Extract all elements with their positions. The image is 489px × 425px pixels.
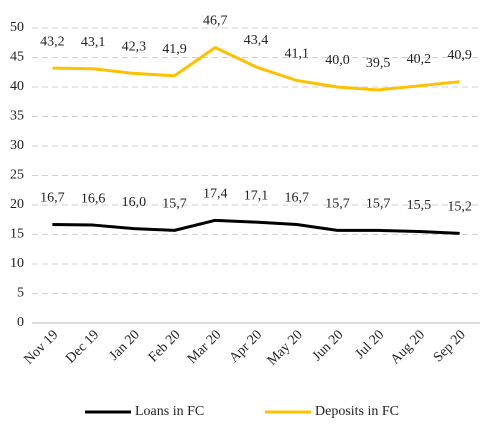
data-label: 43,2 [40,34,65,49]
y-tick-label: 50 [10,20,24,35]
y-tick-label: 25 [10,168,24,183]
legend-label: Deposits in FC [315,404,399,419]
data-label: 43,1 [81,35,106,50]
data-label: 46,7 [203,14,228,29]
y-tick-label: 15 [10,227,24,242]
y-tick-label: 35 [10,109,24,124]
y-tick-label: 40 [10,79,24,94]
data-label: 41,9 [162,42,187,57]
line-series [52,218,460,235]
data-label: 40,0 [325,53,350,68]
data-label: 41,1 [284,47,309,62]
y-tick-label: 10 [10,256,24,271]
data-label: 15,7 [162,197,187,212]
data-label: 43,4 [244,33,269,48]
y-tick-label: 45 [10,50,24,65]
y-tick-label: 20 [10,197,24,212]
data-label: 15,7 [366,197,391,212]
x-tick-label: May 20 [265,327,306,368]
data-label: 40,9 [447,48,472,63]
y-tick-label: 30 [10,138,24,153]
data-label: 16,7 [40,191,65,206]
data-label: 17,4 [203,187,228,202]
legend-label: Loans in FC [135,404,204,419]
data-label: 15,2 [447,200,472,215]
x-tick-label: Nov 19 [21,327,61,367]
x-tick-label: Sep 20 [431,327,469,365]
data-label: 39,5 [366,56,391,71]
x-tick-label: Apr 20 [227,327,265,365]
x-tick-label: Jun 20 [310,327,347,364]
x-tick-label: Jan 20 [107,327,143,363]
x-tick-label: Dec 19 [63,327,102,366]
x-tick-label: Mar 20 [185,327,224,366]
data-label: 42,3 [122,40,147,55]
x-tick-label: Jul 20 [353,327,388,362]
data-label: 40,2 [407,52,432,67]
data-label: 16,7 [284,191,309,206]
x-tick-label: Feb 20 [146,327,184,365]
y-tick-label: 5 [17,286,24,301]
y-tick-label: 0 [17,315,24,330]
data-label: 15,5 [407,198,432,213]
data-label: 16,6 [81,191,106,206]
x-tick-label: Aug 20 [388,327,428,367]
data-label: 15,7 [325,197,350,212]
data-label: 17,1 [244,188,269,203]
data-label: 16,0 [122,195,147,210]
line-series [52,45,460,92]
